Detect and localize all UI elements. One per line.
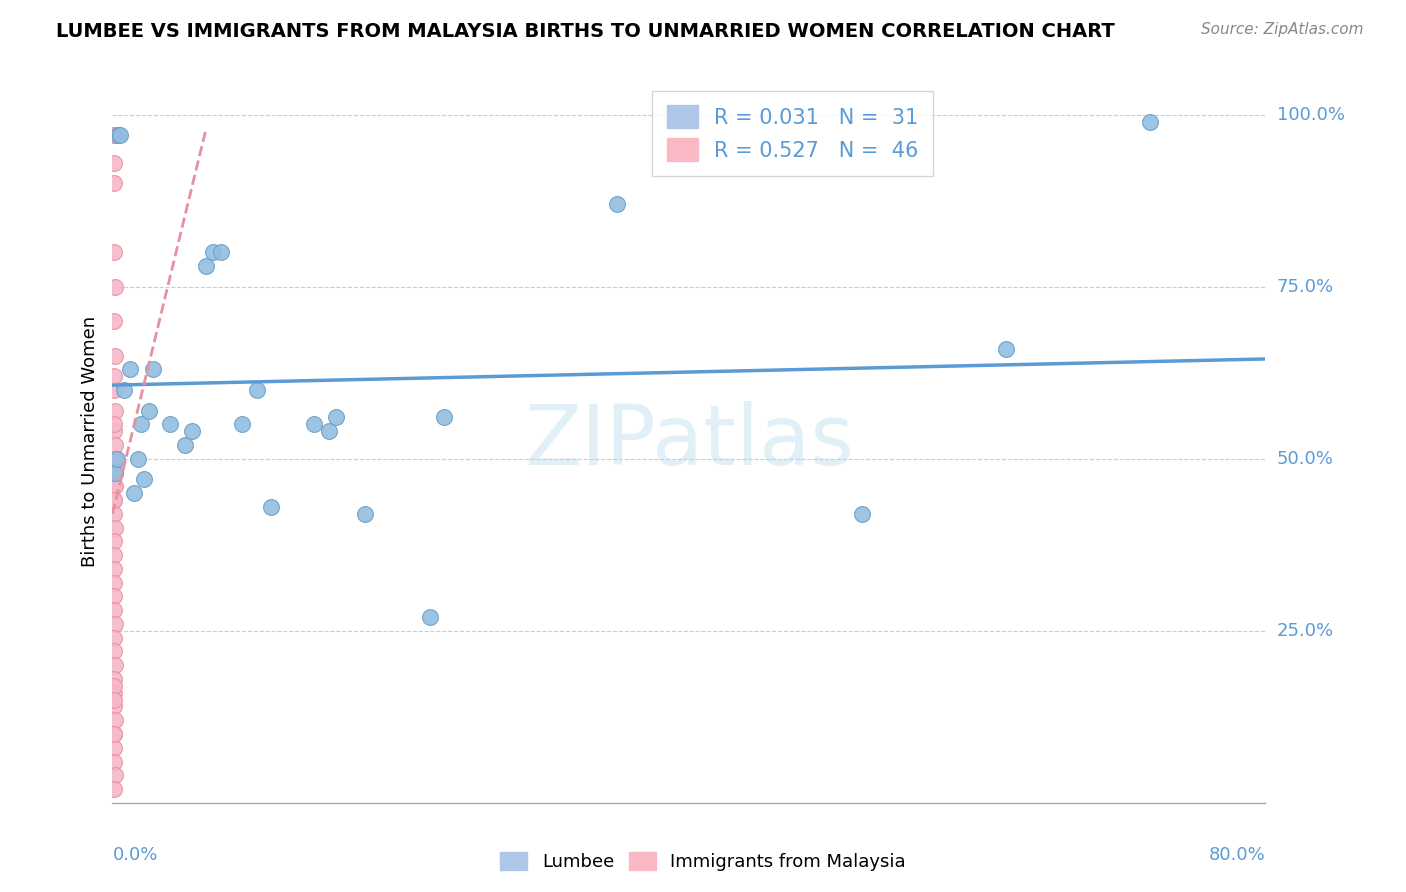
- Point: [104, 768, 127, 782]
- Point: [108, 128, 131, 143]
- Point: [606, 197, 628, 211]
- Point: [103, 740, 125, 755]
- Point: [260, 500, 283, 514]
- Point: [103, 245, 125, 260]
- Point: [851, 507, 873, 521]
- Point: [202, 245, 225, 260]
- Text: Source: ZipAtlas.com: Source: ZipAtlas.com: [1201, 22, 1364, 37]
- Point: [433, 410, 456, 425]
- Point: [104, 479, 127, 493]
- Point: [103, 424, 125, 438]
- Point: [104, 466, 127, 480]
- Point: [103, 644, 125, 658]
- Legend: Lumbee, Immigrants from Malaysia: Lumbee, Immigrants from Malaysia: [494, 845, 912, 879]
- Point: [138, 403, 160, 417]
- Point: [103, 699, 125, 714]
- Point: [142, 362, 165, 376]
- Point: [304, 417, 326, 432]
- Point: [103, 562, 125, 576]
- Point: [104, 451, 127, 466]
- Point: [112, 383, 135, 397]
- Text: 80.0%: 80.0%: [1209, 847, 1265, 864]
- Point: [103, 156, 125, 170]
- Point: [104, 349, 127, 363]
- Point: [103, 782, 125, 797]
- Point: [104, 128, 127, 143]
- Point: [103, 631, 125, 645]
- Text: 100.0%: 100.0%: [1277, 105, 1344, 124]
- Point: [104, 438, 127, 452]
- Point: [129, 417, 153, 432]
- Point: [104, 403, 127, 417]
- Y-axis label: Births to Unmarried Women: Births to Unmarried Women: [80, 316, 98, 567]
- Text: ZIPatlas: ZIPatlas: [524, 401, 853, 482]
- Point: [104, 713, 127, 727]
- Point: [103, 548, 125, 562]
- Text: 0.0%: 0.0%: [112, 847, 157, 864]
- Point: [103, 686, 125, 700]
- Point: [325, 410, 347, 425]
- Point: [103, 575, 125, 590]
- Point: [103, 603, 125, 617]
- Legend: R = 0.031   N =  31, R = 0.527   N =  46: R = 0.031 N = 31, R = 0.527 N = 46: [652, 91, 934, 176]
- Point: [103, 369, 125, 384]
- Point: [103, 727, 125, 741]
- Point: [118, 362, 141, 376]
- Text: 25.0%: 25.0%: [1277, 622, 1334, 640]
- Point: [353, 507, 375, 521]
- Point: [107, 128, 129, 143]
- Point: [419, 610, 441, 624]
- Point: [246, 383, 269, 397]
- Point: [180, 424, 202, 438]
- Point: [103, 128, 125, 143]
- Point: [159, 417, 181, 432]
- Point: [103, 534, 125, 549]
- Point: [103, 383, 125, 397]
- Point: [995, 342, 1018, 356]
- Text: 75.0%: 75.0%: [1277, 277, 1334, 296]
- Point: [103, 466, 125, 480]
- Point: [103, 590, 125, 604]
- Point: [209, 245, 232, 260]
- Point: [103, 493, 125, 508]
- Point: [103, 493, 125, 508]
- Text: 50.0%: 50.0%: [1277, 450, 1333, 467]
- Point: [105, 451, 128, 466]
- Point: [103, 507, 125, 521]
- Point: [103, 479, 125, 493]
- Point: [231, 417, 253, 432]
- Point: [104, 520, 127, 534]
- Point: [173, 438, 195, 452]
- Point: [103, 727, 125, 741]
- Text: LUMBEE VS IMMIGRANTS FROM MALAYSIA BIRTHS TO UNMARRIED WOMEN CORRELATION CHART: LUMBEE VS IMMIGRANTS FROM MALAYSIA BIRTH…: [56, 22, 1115, 41]
- Point: [127, 451, 149, 466]
- Point: [103, 755, 125, 769]
- Point: [104, 616, 127, 631]
- Point: [104, 466, 127, 480]
- Point: [195, 259, 218, 273]
- Point: [134, 472, 156, 486]
- Point: [103, 177, 125, 191]
- Point: [122, 486, 145, 500]
- Point: [103, 451, 125, 466]
- Point: [104, 279, 127, 293]
- Point: [104, 658, 127, 673]
- Point: [103, 314, 125, 328]
- Point: [103, 417, 125, 432]
- Point: [1139, 114, 1161, 128]
- Point: [103, 672, 125, 686]
- Point: [103, 692, 125, 706]
- Point: [103, 679, 125, 693]
- Point: [318, 424, 340, 438]
